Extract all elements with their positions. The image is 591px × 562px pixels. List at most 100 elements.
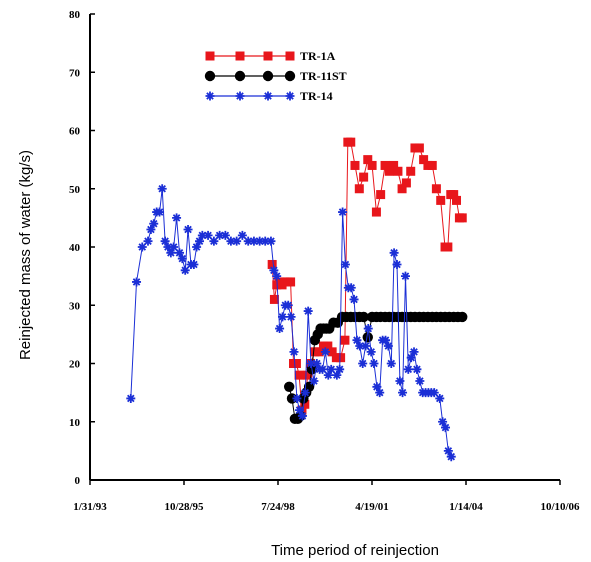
legend-item-tr-14: TR-14 [205,89,333,103]
x-tick-label: 1/31/93 [73,501,107,513]
data-point-tr-1a [406,166,416,176]
data-point-tr-14 [332,370,342,380]
legend-marker [235,91,245,101]
legend-marker [263,91,273,101]
y-tick-label: 60 [69,126,81,138]
data-point-tr-14 [355,341,365,351]
legend-marker [205,51,215,61]
data-point-tr-14 [352,335,362,345]
data-point-tr-1a [436,195,446,205]
data-point-tr-14 [180,265,190,275]
data-point-tr-14 [389,248,399,258]
data-point-tr-14 [386,359,396,368]
data-point-tr-14 [372,382,382,392]
legend-label: TR-11ST [300,69,347,83]
legend-marker [235,51,245,61]
data-point-tr-11st [457,311,468,323]
data-point-tr-14 [346,283,356,293]
data-point-tr-1a [314,347,324,357]
data-point-tr-14 [278,312,288,322]
y-tick-label: 30 [69,300,81,312]
data-point-tr-14 [318,364,328,374]
data-point-tr-14 [283,300,293,310]
data-point-tr-1a [380,160,390,170]
data-point-tr-14 [195,236,205,246]
data-point-tr-14 [243,236,253,246]
data-point-tr-14 [320,347,330,357]
data-point-tr-14 [366,347,376,357]
data-point-tr-1a [291,359,301,368]
series-line-tr-1a [271,141,463,412]
legend-item-tr-1a: TR-1A [205,49,336,63]
data-point-tr-1a [323,341,333,351]
data-point-tr-14 [215,230,225,240]
legend-label: TR-1A [300,49,336,63]
data-point-tr-14 [192,242,202,252]
data-point-tr-14 [340,259,350,269]
series-layer [126,137,468,462]
data-point-tr-14 [312,359,322,368]
x-tick-label: 10/10/06 [540,501,580,513]
legend-marker [263,51,273,61]
data-point-tr-1a [359,172,369,182]
data-point-tr-14 [163,242,173,252]
data-point-tr-14 [266,236,276,246]
y-tick-label: 0 [75,475,81,487]
data-point-tr-1a [401,178,411,188]
data-point-tr-14 [137,242,147,252]
data-point-tr-14 [177,254,187,264]
data-point-tr-1a [414,143,424,153]
data-point-tr-14 [406,353,416,363]
data-point-tr-14 [149,219,159,229]
legend-marker [204,70,216,82]
data-point-tr-1a [286,277,296,287]
y-tick-label: 40 [69,242,81,254]
legend: TR-1A TR-11ST TR-14 [204,49,347,103]
data-point-tr-14 [203,230,213,240]
data-point-tr-14 [400,271,410,281]
x-tick-label: 7/24/98 [261,501,295,513]
legend-marker [234,70,246,82]
data-point-tr-14 [446,452,456,462]
data-point-tr-14 [306,359,316,368]
data-point-tr-1a [443,242,453,252]
data-point-tr-14 [429,388,439,398]
data-point-tr-1a [363,155,373,165]
data-point-tr-14 [232,236,242,246]
data-point-tr-1a [300,399,310,409]
data-point-tr-14 [226,236,236,246]
legend-marker [262,70,274,82]
legend-marker [285,91,295,101]
data-point-tr-14 [361,341,371,351]
data-point-tr-14 [275,324,285,334]
data-point-tr-1a [371,207,381,217]
data-point-tr-1a [384,166,394,176]
data-point-tr-14 [172,213,182,223]
data-point-tr-14 [363,324,373,334]
data-point-tr-14 [249,236,259,246]
data-point-tr-1a [457,213,467,223]
data-point-tr-14 [443,446,453,456]
data-point-tr-14 [174,248,184,258]
y-tick-label: 20 [69,359,81,371]
data-point-tr-14 [381,335,391,345]
data-point-tr-1a [397,184,407,194]
data-point-tr-14 [126,393,136,403]
data-point-tr-14 [326,364,336,374]
data-point-tr-1a [267,259,277,269]
data-point-tr-14 [255,236,265,246]
data-point-tr-1a [354,184,364,194]
data-point-tr-14 [415,376,425,386]
data-point-tr-11st [283,381,295,392]
legend-label: TR-14 [300,89,333,103]
data-point-tr-14 [260,236,270,246]
data-point-tr-1a [376,190,386,200]
series-tr-1a [267,137,467,415]
data-point-tr-14 [375,388,385,398]
data-point-tr-14 [412,364,422,374]
data-point-tr-14 [169,242,179,252]
data-point-tr-14 [220,230,230,240]
data-point-tr-14 [323,370,333,380]
data-point-tr-14 [143,236,153,246]
data-point-tr-14 [286,312,296,322]
